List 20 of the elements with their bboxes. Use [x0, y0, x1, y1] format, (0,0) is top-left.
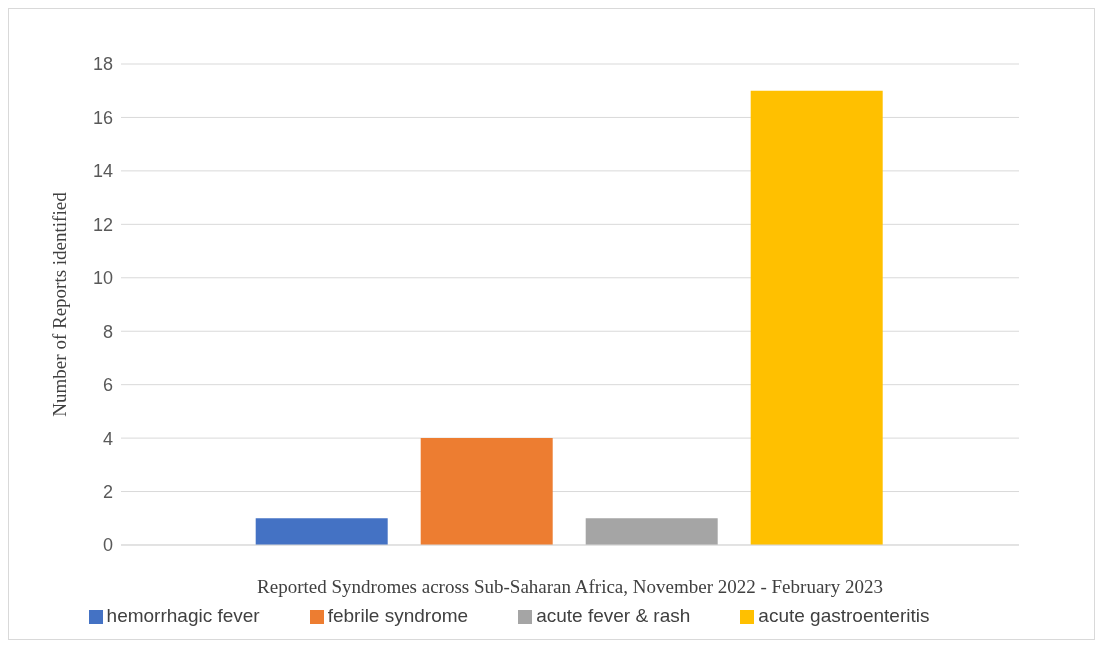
bar — [420, 438, 553, 545]
x-axis-title: Reported Syndromes across Sub-Saharan Africa, November 2022 - February 2023 — [257, 576, 883, 597]
y-tick-label: 14 — [92, 161, 113, 182]
y-tick-label: 16 — [92, 107, 113, 128]
bar — [585, 518, 718, 545]
y-tick-label: 10 — [92, 268, 113, 289]
y-tick-label: 12 — [92, 214, 113, 235]
y-tick-label: 18 — [92, 54, 113, 75]
legend-label: acute gastroenteritis — [758, 605, 930, 626]
legend-label: hemorrhagic fever — [106, 605, 260, 626]
bar — [750, 90, 883, 545]
bar — [255, 518, 388, 545]
y-tick-label: 6 — [102, 375, 113, 396]
y-tick-label: 2 — [102, 481, 113, 502]
legend-label: acute fever & rash — [536, 605, 691, 626]
y-tick-label: 4 — [102, 428, 113, 449]
legend-label: febrile syndrome — [327, 605, 469, 626]
y-tick-label: 0 — [102, 535, 113, 556]
y-tick-label: 8 — [102, 321, 113, 342]
y-axis-title: Number of Reports identified — [48, 191, 70, 417]
